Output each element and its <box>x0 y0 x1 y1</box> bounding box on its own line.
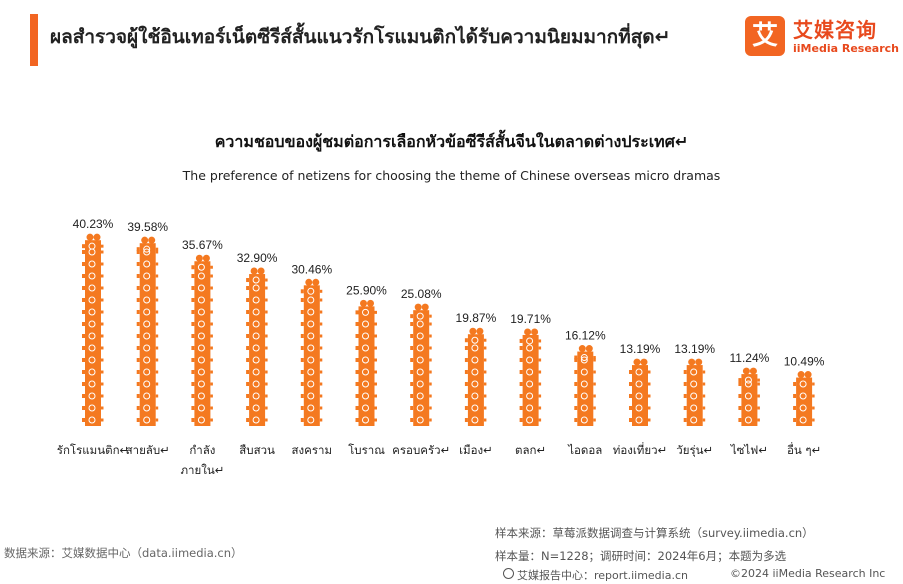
bar <box>300 278 323 426</box>
bar <box>355 299 377 426</box>
bar <box>246 267 268 426</box>
bar <box>136 236 159 426</box>
bar <box>793 371 815 426</box>
bar <box>82 233 104 426</box>
logo-english-name: iiMedia Research <box>793 42 899 55</box>
category-label: สืบสวน <box>239 443 275 457</box>
title-accent-bar <box>30 14 38 66</box>
data-label: 13.19% <box>674 342 715 356</box>
iimedia-logo: 艾 艾媒咨询 iiMedia Research <box>745 14 899 64</box>
bar <box>629 358 651 426</box>
bar <box>191 254 213 426</box>
copyright: ©2024 iiMedia Research Inc <box>730 567 886 580</box>
category-label: ภายใน↵ <box>180 463 224 477</box>
sample-source: 样本来源：草莓派数据调查与计算系统（survey.iimedia.cn） <box>495 526 814 540</box>
globe-icon <box>503 568 514 579</box>
category-label: สงคราม <box>292 443 333 457</box>
category-label: ตลก↵ <box>515 443 546 457</box>
data-label: 35.67% <box>182 238 223 252</box>
bar <box>738 367 760 426</box>
category-label: โบราณ <box>348 443 385 457</box>
data-label: 25.90% <box>346 283 387 297</box>
page-title: ผลสำรวจผู้ใช้อินเทอร์เน็ตซีรีส์สั้นแนวรั… <box>50 26 671 48</box>
data-label: 40.23% <box>73 217 114 231</box>
data-label: 11.24% <box>729 351 769 365</box>
data-label: 16.12% <box>565 329 606 343</box>
category-label: กำลัง <box>189 443 215 457</box>
category-label: รักโรแมนติก↵ <box>57 443 129 457</box>
bar <box>683 358 706 426</box>
category-label: ท่องเที่ยว↵ <box>613 442 667 457</box>
logo-chinese-name: 艾媒咨询 <box>793 18 877 42</box>
logo-mark: 艾 <box>745 16 785 56</box>
data-label: 25.08% <box>401 287 442 301</box>
category-label: ไอดอล <box>567 443 602 457</box>
data-source: 数据来源：艾媒数据中心（data.iimedia.cn） <box>4 546 243 560</box>
chart-subtitle: The preference of netizens for choosing … <box>182 168 721 183</box>
bar <box>519 328 542 426</box>
data-label: 10.49% <box>784 355 825 369</box>
data-label: 19.87% <box>456 311 497 325</box>
data-label: 19.71% <box>510 312 551 326</box>
data-label: 32.90% <box>237 251 278 265</box>
bar <box>410 303 432 426</box>
category-label: สายลับ↵ <box>126 443 170 457</box>
category-label: ไซไฟ↵ <box>730 443 768 457</box>
data-label: 39.58% <box>127 220 168 234</box>
bar <box>574 345 596 426</box>
category-label: ครอบครัว↵ <box>392 443 450 457</box>
category-label: วัยรุ่น↵ <box>676 443 713 457</box>
data-label: 13.19% <box>620 342 661 356</box>
bar <box>464 327 487 426</box>
sample-size: 样本量：N=1228；调研时间：2024年6月；本题为多选 <box>495 549 787 563</box>
data-label: 30.46% <box>291 262 332 276</box>
category-label: เมือง↵ <box>459 443 493 457</box>
category-label: อื่น ๆ↵ <box>787 442 821 457</box>
report-center: 艾媒报告中心：report.iimedia.cn <box>517 569 688 582</box>
bar-chart: 40.23% รักโรแมนติก↵ 39.58% สายลับ↵ 35.67% กำล… <box>57 217 825 477</box>
chart-title: ความชอบของผู้ชมต่อการเลือกหัวข้อซีรีส์สั… <box>214 132 689 151</box>
